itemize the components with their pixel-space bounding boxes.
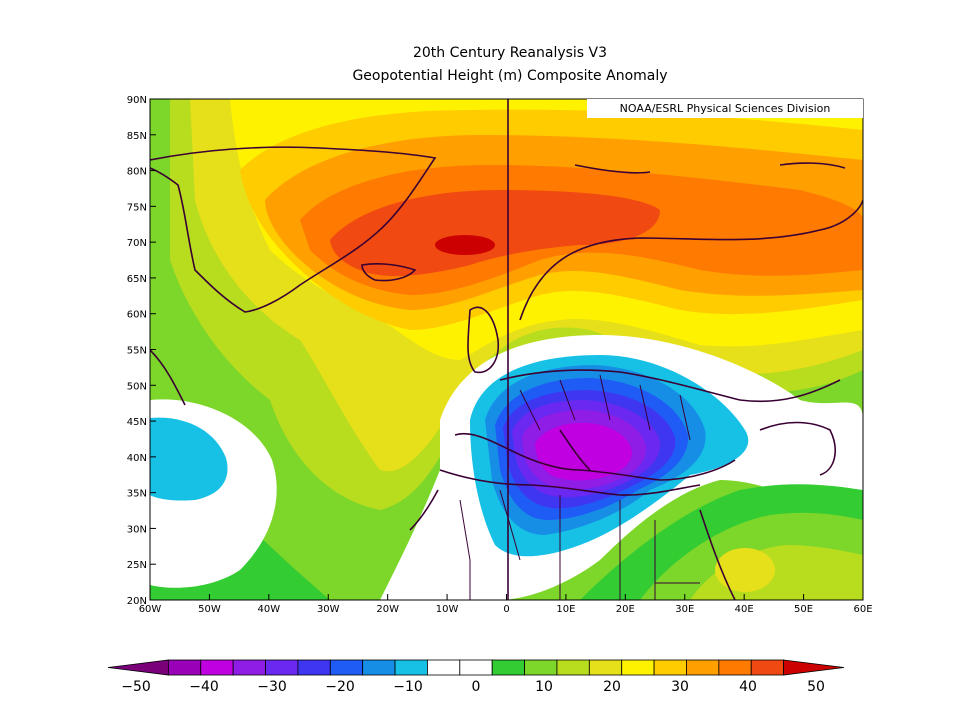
lat-tick-label: 20N	[127, 596, 147, 607]
colorbar-cell	[107, 659, 169, 676]
lat-tick-label: 40N	[127, 453, 147, 464]
lon-tick-label: 0	[503, 604, 509, 615]
lat-tick-label: 55N	[127, 346, 147, 357]
colorbar-label: 10	[535, 679, 553, 695]
lat-tick-label: 50N	[127, 381, 147, 392]
britain-coast	[467, 306, 500, 374]
anomaly-field	[150, 99, 863, 600]
colorbar-cell	[265, 659, 299, 676]
africa-west-coast	[409, 489, 439, 531]
coastlines	[150, 146, 863, 600]
africa-north-coast	[439, 469, 701, 496]
colorbar-cell	[588, 659, 623, 676]
iceland-coast	[361, 263, 417, 282]
colorbar-label: 40	[739, 679, 757, 695]
lat-tick-label: 65N	[127, 274, 147, 285]
europe-north-coast	[499, 369, 841, 403]
lon-tick-label: 20E	[616, 604, 635, 615]
colorbar-cell	[653, 659, 687, 676]
secondary-low	[150, 417, 228, 501]
lon-tick-label: 60W	[139, 604, 162, 615]
borders	[459, 374, 700, 600]
colorbar-cell	[783, 659, 845, 676]
lat-tick-label: 75N	[127, 202, 147, 213]
lon-tick-label: 30E	[675, 604, 694, 615]
lon-tick-label: 50W	[198, 604, 221, 615]
lon-tick-label: 10W	[436, 604, 459, 615]
colorbar-label: 50	[807, 679, 825, 695]
colorbar-cell	[427, 659, 461, 676]
colorbar-label: 20	[603, 679, 621, 695]
lon-axis: 60W 50W 40W 30W 20W 10W 0 10E 20E 30E 40E 50E 60E	[139, 594, 873, 615]
colorbar-cell	[394, 659, 428, 676]
colorbar-cell	[232, 659, 266, 676]
colorbar-cell	[459, 659, 493, 676]
colorbar-label: −30	[257, 679, 287, 695]
colorbar-cell	[200, 659, 234, 676]
italy-coast	[559, 429, 591, 471]
colorbar-cell	[297, 659, 331, 676]
svalbard-coast	[574, 164, 651, 174]
colorbar-cell	[718, 659, 752, 676]
lat-tick-label: 60N	[127, 310, 147, 321]
colorbar-cell	[167, 659, 202, 676]
lon-tick-label: 40W	[258, 604, 281, 615]
lon-tick-label: 20W	[376, 604, 399, 615]
lat-tick-label: 70N	[127, 238, 147, 249]
lon-tick-label: 30W	[317, 604, 340, 615]
colorbar-label: 0	[472, 679, 481, 695]
colorbar-label: −50	[121, 679, 151, 695]
lon-tick-label: 50E	[794, 604, 813, 615]
band-se-20-25	[715, 548, 775, 592]
lat-tick-label: 35N	[127, 489, 147, 500]
colorbar-cell	[491, 659, 525, 676]
chart-subtitle: Geopotential Height (m) Composite Anomal…	[352, 68, 668, 84]
lon-tick-label: 40E	[735, 604, 754, 615]
lat-tick-label: 85N	[127, 131, 147, 142]
colorbar-cell	[686, 659, 720, 676]
band-40-45	[330, 190, 660, 276]
data-credit: NOAA/ESRL Physical Sciences Division	[587, 99, 863, 118]
lon-tick-label: 10E	[556, 604, 575, 615]
colorbar-cells	[107, 659, 845, 676]
colorbar-labels: −50 −40 −30 −20 −10 0 10 20 30 40 50	[121, 679, 825, 695]
colorbar-label: −20	[325, 679, 355, 695]
colorbar-cell	[329, 659, 364, 676]
novaya-zemlya-coast	[779, 162, 846, 169]
labrador-coast	[150, 349, 186, 406]
colorbar-label: −10	[393, 679, 423, 695]
colorbar-cell	[556, 659, 590, 676]
colorbar-cell	[750, 659, 785, 676]
mediterranean-north-coast	[454, 432, 736, 481]
lat-tick-label: 45N	[127, 417, 147, 428]
lat-tick-label: 30N	[127, 524, 147, 535]
lon-tick-label: 60E	[853, 604, 872, 615]
lat-axis: 20N 25N 30N 35N 40N 45N 50N 55N 60N 65N 70N 75N 80N 8…	[127, 95, 156, 607]
lat-tick-label: 90N	[127, 95, 147, 106]
greenland-coast	[150, 146, 437, 313]
positive-anomaly-max	[435, 235, 495, 255]
negative-anomaly-min	[535, 422, 632, 481]
scandinavia-coast	[519, 199, 863, 321]
red-sea-coast	[699, 509, 736, 600]
colorbar-cell	[362, 659, 396, 676]
chart-title: 20th Century Reanalysis V3	[412, 45, 608, 61]
lat-tick-label: 80N	[127, 167, 147, 178]
colorbar-label: −40	[189, 679, 219, 695]
lat-tick-label: 25N	[127, 560, 147, 571]
black-caspian-coast	[759, 421, 836, 476]
colorbar-cell	[621, 659, 655, 676]
colorbar-label: 30	[671, 679, 689, 695]
colorbar-cell	[524, 659, 558, 676]
